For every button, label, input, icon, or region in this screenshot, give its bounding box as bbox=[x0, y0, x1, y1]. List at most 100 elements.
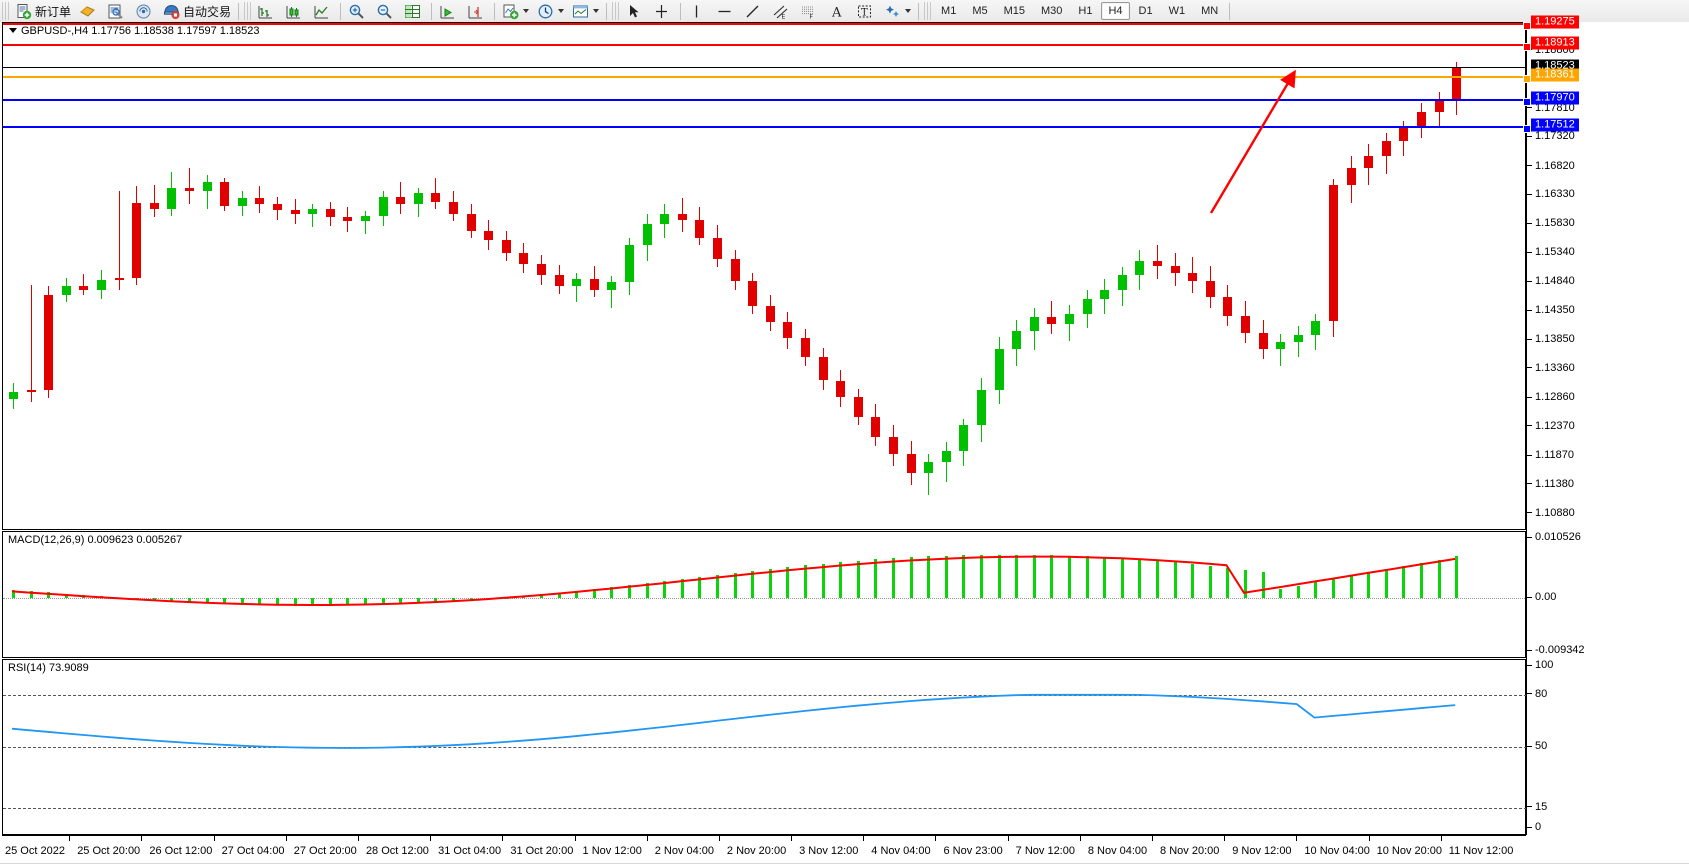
macd-pane[interactable]: MACD(12,26,9) 0.009623 0.005267 bbox=[2, 531, 1527, 658]
equidistant-channel-button[interactable]: E bbox=[769, 0, 795, 22]
timeframe-grip[interactable] bbox=[924, 2, 932, 20]
indicators-button[interactable] bbox=[499, 0, 532, 22]
toolbar-grip[interactable] bbox=[2, 2, 9, 20]
period-icon bbox=[538, 4, 553, 18]
line-handle[interactable] bbox=[1523, 98, 1531, 107]
timeframe-mn-button[interactable]: MN bbox=[1201, 5, 1219, 17]
text-icon: A bbox=[831, 5, 842, 20]
price-pane[interactable]: GBPUSD-,H4 1.17756 1.18538 1.17597 1.185… bbox=[2, 22, 1531, 530]
horizontal-line-button[interactable] bbox=[713, 0, 739, 22]
candle-body bbox=[783, 322, 793, 339]
chart-tools-grip[interactable] bbox=[244, 2, 252, 20]
chart-area[interactable]: GBPUSD-,H4 1.17756 1.18538 1.17597 1.185… bbox=[0, 15, 1689, 864]
rsi-pane[interactable]: RSI(14) 73.9089 bbox=[2, 659, 1527, 835]
candle-body bbox=[149, 202, 159, 209]
draw-tools-grip[interactable] bbox=[612, 2, 620, 20]
candle-body bbox=[308, 208, 318, 215]
text-label-button[interactable]: T bbox=[853, 0, 879, 22]
timeframe-m30-button[interactable]: M30 bbox=[1041, 5, 1063, 17]
candle-body bbox=[1223, 297, 1233, 317]
resistance-line-1[interactable] bbox=[3, 22, 1531, 30]
market-watch-button[interactable] bbox=[104, 0, 130, 22]
resistance-line-1-label[interactable]: 1.19275 bbox=[1531, 15, 1579, 29]
timeframe-m5-button[interactable]: M5 bbox=[972, 5, 988, 17]
resistance-line-2[interactable] bbox=[3, 43, 1531, 52]
time-tick-mark bbox=[1152, 836, 1154, 841]
expert-advisors-button[interactable] bbox=[76, 0, 102, 22]
line-handle[interactable] bbox=[1523, 43, 1531, 52]
period-button[interactable] bbox=[534, 0, 567, 22]
macd-histogram-bar bbox=[1032, 554, 1036, 599]
macd-histogram-bar bbox=[716, 574, 719, 599]
macd-histogram-bar bbox=[557, 592, 561, 599]
support-line-1[interactable] bbox=[3, 98, 1531, 107]
resistance-line-2-label[interactable]: 1.18913 bbox=[1531, 36, 1579, 50]
price-tick-value: 1.11870 bbox=[1535, 448, 1574, 461]
indicators-chevron-down-icon[interactable] bbox=[523, 9, 530, 13]
shapes-chevron-down-icon[interactable] bbox=[905, 9, 912, 13]
auto-scroll-icon bbox=[440, 5, 455, 18]
macd-histogram-bar bbox=[540, 594, 543, 599]
data-window-button[interactable] bbox=[401, 0, 427, 22]
macd-histogram-bar bbox=[645, 582, 649, 599]
new-order-button[interactable]: 新订单 bbox=[12, 0, 74, 22]
zoom-out-button[interactable] bbox=[373, 0, 399, 22]
line-handle[interactable] bbox=[1523, 125, 1531, 134]
text-button[interactable]: A bbox=[825, 0, 851, 22]
orange-level-line-label[interactable]: 1.18361 bbox=[1531, 68, 1579, 82]
templates-button[interactable] bbox=[569, 0, 602, 22]
candle-body bbox=[185, 187, 194, 192]
fibonacci-retracement-button[interactable]: F bbox=[797, 0, 823, 22]
cursor-button[interactable] bbox=[622, 0, 648, 22]
time-axis[interactable]: 25 Oct 2022 25 Oct 20:00 26 Oct 12:00 27 Oc… bbox=[2, 835, 1526, 864]
candle-body bbox=[9, 392, 18, 400]
trendline-button[interactable] bbox=[741, 0, 767, 22]
chart-collapse-icon[interactable] bbox=[7, 25, 19, 36]
timeframe-w1-button[interactable]: W1 bbox=[1168, 5, 1186, 17]
last-price-line[interactable] bbox=[3, 66, 1527, 68]
cursor-icon bbox=[630, 4, 639, 17]
candle-body bbox=[501, 240, 511, 254]
line-chart-button[interactable] bbox=[310, 0, 336, 22]
candle-body bbox=[1135, 261, 1145, 276]
price-axis[interactable]: 1.188001.183101.178101.173201.168201.163… bbox=[1526, 15, 1689, 835]
signals-button[interactable] bbox=[132, 0, 158, 22]
time-tick-mark bbox=[1007, 836, 1009, 841]
support-line-2-label[interactable]: 1.17512 bbox=[1531, 118, 1579, 132]
candle-body bbox=[1029, 317, 1039, 332]
auto-scroll-button[interactable] bbox=[436, 0, 462, 22]
timeframe-m15-button[interactable]: M15 bbox=[1003, 5, 1025, 17]
autotrading-button[interactable]: 自动交易 bbox=[160, 0, 234, 22]
support-line-1-label[interactable]: 1.17970 bbox=[1531, 91, 1579, 105]
shapes-button[interactable] bbox=[881, 0, 914, 22]
macd-histogram-bar bbox=[29, 590, 33, 599]
macd-histogram-bar bbox=[399, 598, 403, 605]
timeframe-h4-button[interactable]: H4 bbox=[1101, 2, 1130, 20]
support-line-2[interactable] bbox=[3, 125, 1531, 134]
rsi-axis-value: 15 bbox=[1535, 800, 1548, 813]
data-window-icon bbox=[405, 4, 421, 18]
macd-histogram-bar bbox=[680, 578, 684, 599]
candle-body bbox=[361, 215, 370, 222]
crosshair-button[interactable] bbox=[650, 0, 676, 22]
time-label: 4 Nov 04:00 bbox=[871, 845, 931, 857]
orange-level-line[interactable] bbox=[3, 75, 1531, 84]
line-handle[interactable] bbox=[1523, 75, 1531, 84]
bar-chart-button[interactable] bbox=[254, 0, 280, 22]
timeframe-d1-button[interactable]: D1 bbox=[1138, 5, 1153, 17]
templates-icon bbox=[573, 5, 589, 17]
timeframe-h1-button[interactable]: H1 bbox=[1078, 5, 1093, 17]
period-chevron-down-icon[interactable] bbox=[558, 9, 565, 13]
chart-shift-button[interactable] bbox=[464, 0, 490, 22]
macd-histogram-bar bbox=[416, 598, 420, 604]
time-tick-mark bbox=[863, 836, 865, 841]
zoom-in-button[interactable] bbox=[345, 0, 371, 22]
shapes-icon bbox=[886, 5, 900, 17]
vertical-line-button[interactable] bbox=[685, 0, 711, 22]
templates-chevron-down-icon[interactable] bbox=[593, 9, 600, 13]
timeframe-m1-button[interactable]: M1 bbox=[941, 5, 957, 17]
chart-title: GBPUSD-,H4 1.17756 1.18538 1.17597 1.185… bbox=[21, 25, 260, 37]
time-label: 3 Nov 12:00 bbox=[799, 845, 859, 857]
line-handle[interactable] bbox=[1523, 22, 1531, 30]
candlestick-chart-button[interactable] bbox=[282, 0, 308, 22]
